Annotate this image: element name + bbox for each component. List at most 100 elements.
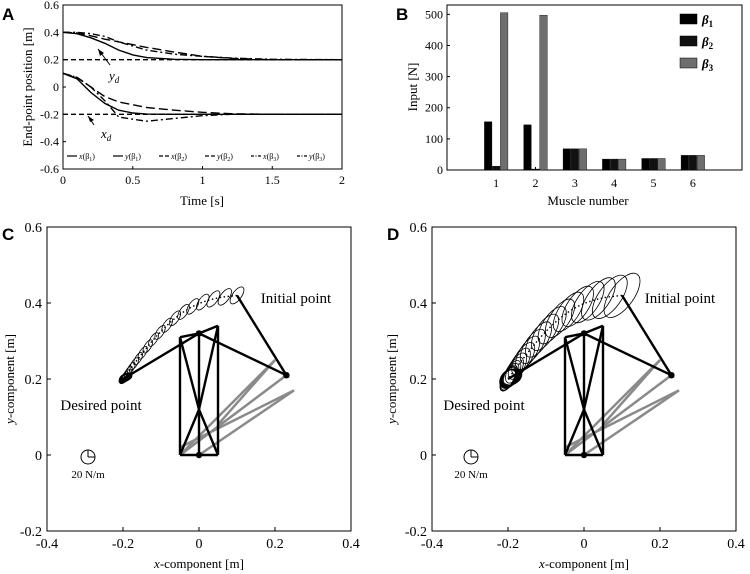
d-ytick-label: 0.4	[410, 297, 428, 312]
d-ytick-label: 0	[420, 449, 427, 464]
b-xtick-label: 5	[651, 176, 657, 190]
legend-swatch	[679, 13, 698, 25]
chart-d-scale-label: 20 N/m	[454, 469, 488, 481]
series-line	[62, 31, 342, 61]
c-stiffness-ellipse	[196, 293, 210, 311]
series-line	[62, 72, 342, 122]
c-stiffness-ellipse	[206, 290, 221, 308]
panel-label-c: C	[2, 225, 14, 244]
a-xtick-label: 0	[60, 173, 66, 187]
c-stiffness-ellipse	[168, 310, 182, 327]
c-stiffness-ellipse	[121, 372, 133, 382]
d-xtick-label: 0.4	[727, 537, 745, 552]
xd-arrow-head	[88, 116, 94, 122]
a-ytick-label: 0.2	[44, 53, 59, 67]
c-xtick-label: 0.2	[266, 537, 284, 552]
d-joint	[580, 330, 588, 337]
b-xtick-label: 4	[611, 176, 617, 190]
c-stiffness-ellipse	[229, 286, 245, 305]
c-stiffness-ellipse	[186, 298, 200, 315]
a-xtick-label: 0.5	[125, 173, 140, 187]
d-muscle-line	[583, 389, 680, 457]
chart-c-scale-label: 20 N/m	[71, 469, 105, 481]
bar-β2	[570, 148, 579, 171]
bar-β3	[657, 158, 666, 171]
c-frame-bar	[197, 408, 220, 456]
chart-c-xlabel: x-component [m]	[153, 556, 244, 571]
a-ytick-label: 0.6	[44, 0, 59, 12]
bar-β1	[484, 121, 493, 171]
chart-c-scale-icon	[80, 449, 96, 465]
xd-label: xd	[100, 126, 112, 143]
bar-β2	[531, 168, 540, 171]
c-stiffness-ellipse	[133, 352, 144, 366]
legend-swatch	[679, 57, 698, 69]
bar-β3	[578, 148, 587, 171]
a-ytick-label: 0.4	[44, 25, 59, 39]
legend-entry: β1	[701, 12, 714, 29]
a-xtick-label: 1	[200, 173, 206, 187]
c-joint	[195, 451, 203, 459]
legend-entry: y(β3)	[308, 152, 325, 163]
chart-a-legend: x(β1) y(β1) x(β2) y(β2) x(β3) y(β3)	[67, 152, 325, 163]
chart-d-initial-label: Initial point	[645, 291, 716, 307]
c-xtick-label: -0.4	[36, 537, 58, 552]
d-stiffness-ellipse	[537, 306, 567, 345]
b-ytick-label: 200	[425, 101, 443, 115]
b-xtick-label: 2	[533, 176, 539, 190]
d-frame-bar	[582, 408, 605, 456]
c-joint	[195, 330, 203, 337]
b-ytick-label: 400	[425, 38, 443, 52]
c-stiffness-ellipse	[129, 357, 139, 371]
d-arm-link	[507, 294, 675, 381]
legend-entry: β2	[701, 34, 714, 51]
bar-β3	[618, 158, 627, 171]
legend-entry: β3	[701, 56, 714, 73]
d-stiffness-ellipse	[502, 368, 523, 386]
c-muscle-line	[179, 359, 276, 456]
d-frame-bar	[583, 324, 604, 335]
chart-a-axes-box	[62, 4, 343, 170]
panel-label-b: B	[396, 5, 408, 24]
chart-d-scale-icon	[463, 449, 479, 465]
c-muscle-line	[179, 374, 288, 457]
chart-b-xlabel: Muscle number	[547, 193, 629, 208]
chart-d-ylabel: y-component [m]	[384, 334, 399, 426]
chart-c-initial-label: Initial point	[261, 291, 332, 307]
c-frame-bar	[198, 324, 219, 335]
series-line	[62, 31, 342, 61]
chart-c: -0.4 -0.2 0 0.2 0.4-0.200.20.40.6 Initial po…	[2, 221, 360, 571]
bar-β2	[492, 166, 501, 171]
chart-a-ylabel: End-point position [m]	[20, 27, 35, 146]
legend-entry: x(β2)	[170, 152, 187, 163]
a-ytick-label: -0.2	[40, 107, 59, 121]
bar-β1	[680, 155, 689, 171]
bar-β1	[641, 158, 650, 171]
bar-β1	[562, 148, 571, 171]
b-xtick-label: 3	[572, 176, 578, 190]
d-joint	[668, 372, 675, 379]
d-frame-bar	[563, 336, 586, 410]
bar-β2	[610, 158, 619, 171]
chart-b: 1 2 3 4 5 6 0 100 200 300 400 500 β1 β2 β3 Muscle num…	[405, 4, 743, 208]
chart-a-xlabel: Time [s]	[180, 193, 224, 208]
d-stiffness-ellipse	[581, 277, 616, 321]
yd-arrow-head	[98, 49, 104, 56]
d-stiffness-ellipse	[603, 272, 641, 318]
d-xtick-label: -0.4	[421, 537, 443, 552]
chart-a: 0 0.5 1 1.5 2 -0.6 -0.4 -0.2 0 0.2 0.4 0.6 Time [s]…	[20, 0, 345, 208]
bar-β3	[539, 15, 548, 171]
b-ytick-label: 300	[425, 70, 443, 84]
chart-d: -0.4 -0.2 0 0.2 0.4-0.200.20.40.6 Initial po…	[384, 221, 745, 571]
c-stiffness-ellipse	[154, 324, 166, 340]
c-xtick-label: 0.4	[342, 537, 360, 552]
chart-d-desired-label: Desired point	[443, 398, 525, 414]
a-ytick-label: 0	[53, 80, 59, 94]
c-xtick-label: 0	[196, 537, 203, 552]
b-ytick-label: 100	[425, 132, 443, 146]
b-xtick-label: 6	[690, 176, 696, 190]
bar-β3	[500, 12, 509, 171]
bar-β2	[649, 158, 658, 171]
a-ytick-label: -0.6	[40, 162, 59, 176]
